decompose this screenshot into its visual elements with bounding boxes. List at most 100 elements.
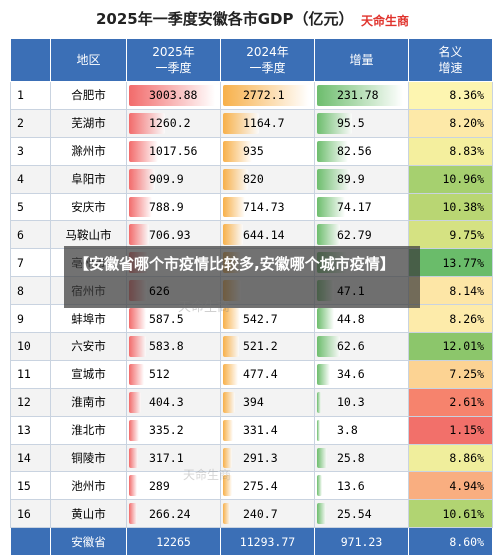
increment-cell-value: 34.6 [337,367,365,382]
gdp2024-cell-bar [223,112,259,134]
gdp2024-cell-bar [223,503,230,525]
gdp2024-cell-value: 644.14 [243,227,285,242]
gdp2025-cell: 788.9 [126,192,221,222]
rank-cell: 10 [10,332,51,361]
growth-rate-cell: 8.36% [408,81,493,110]
table-row: 15 池州市 289 275.4 13.6 4.94% [10,471,493,501]
table-row: 2 芜湖市 1260.2 1164.7 95.5 8.20% [10,108,493,138]
increment-cell-bar [317,140,348,162]
city-cell: 池州市 [50,471,127,501]
increment-cell-bar [317,168,350,190]
gdp2024-cell: 820 [220,164,315,194]
gdp2025-cell-value: 909.9 [149,172,184,187]
growth-rate-cell: 13.77% [408,248,493,278]
city-cell: 马鞍山市 [50,220,127,250]
gdp2025-cell: 706.93 [126,220,221,250]
header-gdp2025: 2025年 一季度 [126,38,221,82]
increment-cell: 62.79 [314,220,409,250]
table-row: 14 铜陵市 317.1 291.3 25.8 8.86% [10,443,493,473]
city-cell: 蚌埠市 [50,304,127,334]
increment-cell-value: 25.54 [337,506,372,521]
increment-cell-value: 95.5 [337,116,365,131]
growth-rate-cell: 10.38% [408,192,493,222]
table-body: 1 合肥市 3003.88 2772.1 231.78 8.36% 2 芜湖市 1260.2 11… [10,81,493,556]
gdp2024-cell: 521.2 [220,332,315,361]
increment-cell: 25.8 [314,443,409,473]
city-cell: 铜陵市 [50,443,127,473]
table-row: 10 六安市 583.8 521.2 62.6 12.01% [10,332,493,361]
increment-cell-value: 25.8 [337,451,365,466]
city-cell: 六安市 [50,332,127,361]
increment-cell-bar [317,447,327,469]
title-row: 2025年一季度安徽各市GDP（亿元） 天命生商 [0,0,500,38]
increment-cell-bar [317,85,403,106]
gdp2024-cell: 2772.1 [220,81,315,110]
gdp2025-cell-value: 706.93 [149,227,191,242]
gdp2024-cell: 714.73 [220,192,315,222]
gdp2025-cell-value: 266.24 [149,506,191,521]
gdp2025-cell-value: 1260.2 [149,116,191,131]
growth-rate-cell: 4.94% [408,471,493,501]
gdp2024-cell-bar [223,391,235,413]
gdp2024-cell-bar [223,168,248,190]
increment-cell-value: 62.79 [337,227,372,242]
gdp2024-cell-bar [223,85,309,106]
gdp2024-cell-bar [223,196,245,218]
gdp2025-cell: 1260.2 [126,108,221,138]
growth-rate-cell: 12.01% [408,332,493,361]
gdp2024-cell-value: 714.73 [243,200,285,214]
gdp2025-cell-bar [129,447,138,469]
gdp2024-cell-value: 240.7 [243,506,278,521]
gdp2024-cell-bar [223,363,238,385]
gdp2025-cell-value: 3003.88 [149,88,198,103]
rank-cell: 3 [10,136,51,166]
total-gdp2024-cell: 11293.77 [220,527,315,556]
increment-cell-bar [317,224,340,246]
total-row: 安徽省 12265 11293.77 971.23 8.60% [10,527,493,556]
rank-cell: 11 [10,359,51,389]
city-cell: 合肥市 [50,81,127,110]
growth-rate-cell: 2.61% [408,387,493,417]
city-cell: 淮南市 [50,387,127,417]
increment-cell-bar [317,196,345,218]
city-cell: 黄山市 [50,499,127,529]
rank-cell: 2 [10,108,51,138]
city-cell: 宣城市 [50,359,127,389]
increment-cell-bar [317,475,322,497]
gdp2024-cell: 1164.7 [220,108,315,138]
growth-rate-cell: 8.20% [408,108,493,138]
increment-cell-bar [317,112,352,134]
gdp2024-cell: 275.4 [220,471,315,501]
increment-cell: 89.9 [314,164,409,194]
total-growth-rate-cell: 8.60% [408,527,493,556]
page-title: 2025年一季度安徽各市GDP（亿元） [96,10,354,28]
gdp2025-cell-value: 404.3 [149,395,184,410]
header-rank [10,38,51,82]
gdp2025-cell-bar [129,196,152,218]
gdp2025-cell-value: 626 [149,283,170,298]
increment-cell-bar [317,503,326,525]
increment-cell-value [315,256,337,270]
table-row: 1 合肥市 3003.88 2772.1 231.78 8.36% [10,81,493,110]
gdp2025-cell-value: 587.5 [149,311,184,326]
table-header-row: 地区 2025年 一季度 2024年 一季度 增量 名义 增速 [10,38,493,82]
table-row: 6 马鞍山市 706.93 644.14 62.79 9.75% [10,220,493,250]
gdp2024-cell-bar [223,140,252,162]
increment-cell-bar [317,419,320,441]
rank-cell: 12 [10,387,51,417]
header-increment: 增量 [314,38,409,82]
increment-cell-bar [317,363,330,385]
rank-cell: 6 [10,220,51,250]
rank-cell: 8 [10,276,51,306]
gdp2025-cell: 335.2 [126,415,221,445]
rank-cell: 4 [10,164,51,194]
gdp2025-cell-bar [129,391,141,413]
increment-cell: 82.56 [314,136,409,166]
increment-cell-value: 74.17 [337,200,372,214]
watermark-lower: 天命生商 [183,468,232,482]
gdp2025-cell-bar [129,419,139,441]
gdp2024-cell-value: 1164.7 [243,116,285,131]
gdp2024-cell-value [221,256,243,270]
increment-cell-value: 47.1 [337,283,365,298]
increment-cell: 3.8 [314,415,409,445]
